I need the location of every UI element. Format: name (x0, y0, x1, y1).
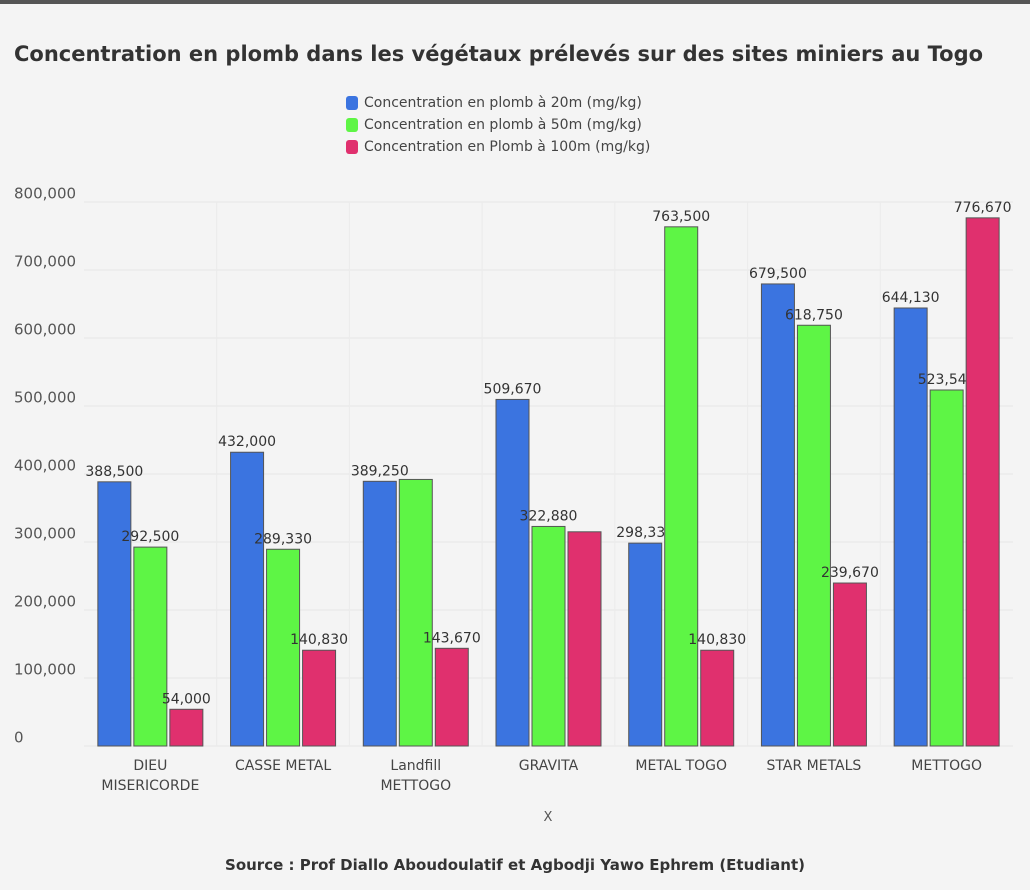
y-tick-label: 100,000 (14, 661, 76, 679)
chart: 0 100,000 200,000 300,000 400,000 500,000 600,… (14, 185, 1013, 747)
x-tick-label: METTOGO (911, 758, 982, 774)
value-label: 523,540 (918, 372, 976, 388)
y-tick-label: 400,000 (14, 457, 76, 475)
value-label: 679,500 (749, 266, 807, 282)
value-label: 140,830 (688, 632, 746, 648)
bar (832, 582, 867, 747)
y-tick-label: 600,000 (14, 321, 76, 339)
y-tick-label: 300,000 (14, 525, 76, 543)
bar (362, 480, 397, 747)
x-tick-label: DIEU MISERICORDE (101, 758, 200, 794)
value-label: 322,880 (520, 508, 578, 524)
bar (169, 708, 204, 747)
legend-swatch (346, 118, 358, 132)
bar (893, 307, 928, 747)
bar (531, 525, 566, 747)
y-tick-label: 200,000 (14, 593, 76, 611)
bar (929, 389, 964, 747)
bar (664, 226, 699, 747)
legend-swatch (346, 140, 358, 154)
value-label: 292,500 (121, 529, 179, 545)
source: Source : Prof Diallo Aboudoulatif et Agb… (225, 856, 805, 874)
y-tick-label: 0 (14, 729, 24, 747)
value-label: 54,000 (162, 691, 211, 707)
bar (700, 649, 735, 747)
value-label: 289,330 (254, 531, 312, 547)
bar (760, 283, 795, 747)
y-tick-label: 700,000 (14, 253, 76, 271)
legend-item: Concentration en plomb à 50m (mg/kg) (346, 117, 642, 133)
bar (965, 217, 1000, 747)
bar (495, 398, 530, 747)
bar (133, 546, 168, 747)
value-label: 776,670 (954, 200, 1012, 216)
value-label: 763,500 (652, 209, 710, 225)
bar (796, 324, 831, 747)
bar (230, 451, 265, 747)
bar (266, 548, 301, 747)
value-label: 432,000 (218, 434, 276, 450)
bar (567, 531, 602, 747)
value-label: 388,500 (85, 464, 143, 480)
y-tick-label: 500,000 (14, 389, 76, 407)
x-tick-label: STAR METALS (766, 758, 862, 774)
y-tick-label: 800,000 (14, 185, 76, 203)
legend-swatch (346, 96, 358, 110)
value-label: 509,670 (484, 381, 542, 397)
legend-label: Concentration en plomb à 50m (mg/kg) (364, 117, 642, 133)
value-label: 644,130 (882, 290, 940, 306)
bar (302, 649, 337, 747)
value-label: 298,330 (616, 525, 674, 541)
value-label: 140,830 (290, 632, 348, 648)
chart-title: Concentration en plomb dans les végétaux… (14, 42, 984, 66)
bar (97, 481, 132, 747)
bar (398, 478, 433, 747)
x-tick-label: METAL TOGO (635, 758, 728, 774)
legend-item: Concentration en Plomb à 100m (mg/kg) (346, 139, 650, 155)
x-tick-label: CASSE METAL (234, 758, 332, 774)
x-axis-title: X (543, 810, 553, 825)
legend-label: Concentration en plomb à 20m (mg/kg) (364, 95, 642, 111)
legend-item: Concentration en plomb à 20m (mg/kg) (346, 95, 642, 111)
value-label: 389,250 (351, 463, 409, 479)
value-label: 143,670 (423, 630, 481, 646)
value-label: 618,750 (785, 307, 843, 323)
x-tick-label: Landfill METTOGO (380, 758, 452, 794)
legend-label: Concentration en Plomb à 100m (mg/kg) (364, 139, 651, 155)
bar (628, 542, 663, 747)
bar (434, 647, 469, 747)
value-label: 239,670 (821, 565, 879, 581)
x-tick-label: GRAVITA (518, 758, 579, 774)
